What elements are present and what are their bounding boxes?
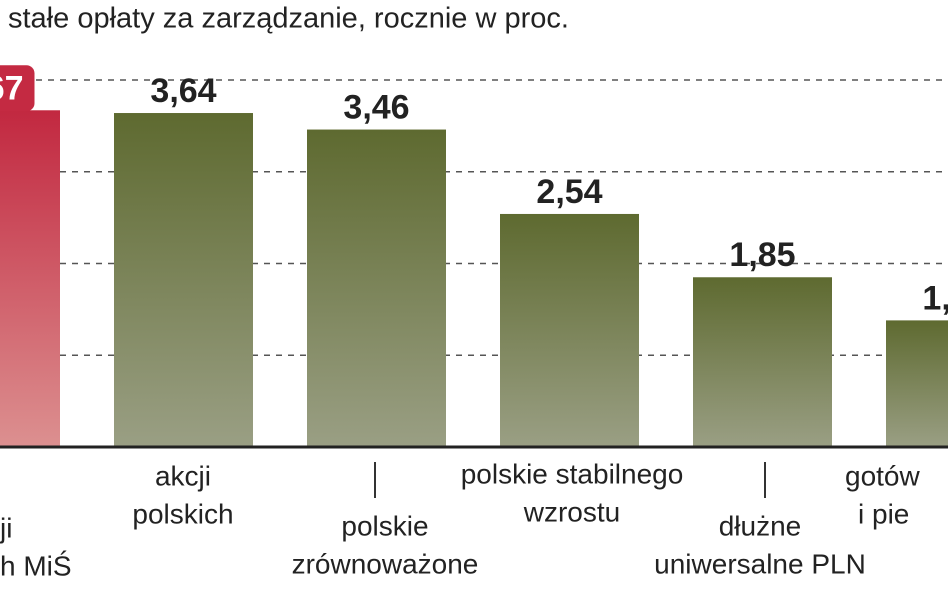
x-tick-label: polskie [341,510,428,541]
x-tick-label: gotów [845,460,920,491]
value-label: 1,85 [729,236,795,274]
x-tick-label: polskich [132,498,233,529]
value-label: 1,38 [922,279,948,317]
chart-title: stałe opłaty za zarządzanie, rocznie w p… [8,3,569,35]
x-tick-label: ji [0,512,12,543]
x-tick-label: dłużne [719,510,802,541]
x-tick-label: uniwersalne PLN [654,548,866,579]
bar [0,110,60,447]
x-tick-label: zrównoważone [292,548,479,579]
x-tick-label: polskie stabilnego [461,458,684,489]
x-tick-label: akcji [155,460,211,491]
bar [886,320,948,447]
x-tick-label: wzrostu [523,496,620,527]
bar [307,129,446,448]
x-tick-label: i pie [858,498,909,529]
bar [114,113,253,447]
value-label: 2,54 [536,173,602,211]
value-label: 3,67 [0,69,24,107]
value-label: 3,46 [343,89,409,127]
value-label: 3,64 [150,72,216,110]
value-label-bg [0,65,35,112]
bar [693,277,832,447]
bar [500,213,639,447]
x-tick-label: h MiŚ [0,549,72,581]
